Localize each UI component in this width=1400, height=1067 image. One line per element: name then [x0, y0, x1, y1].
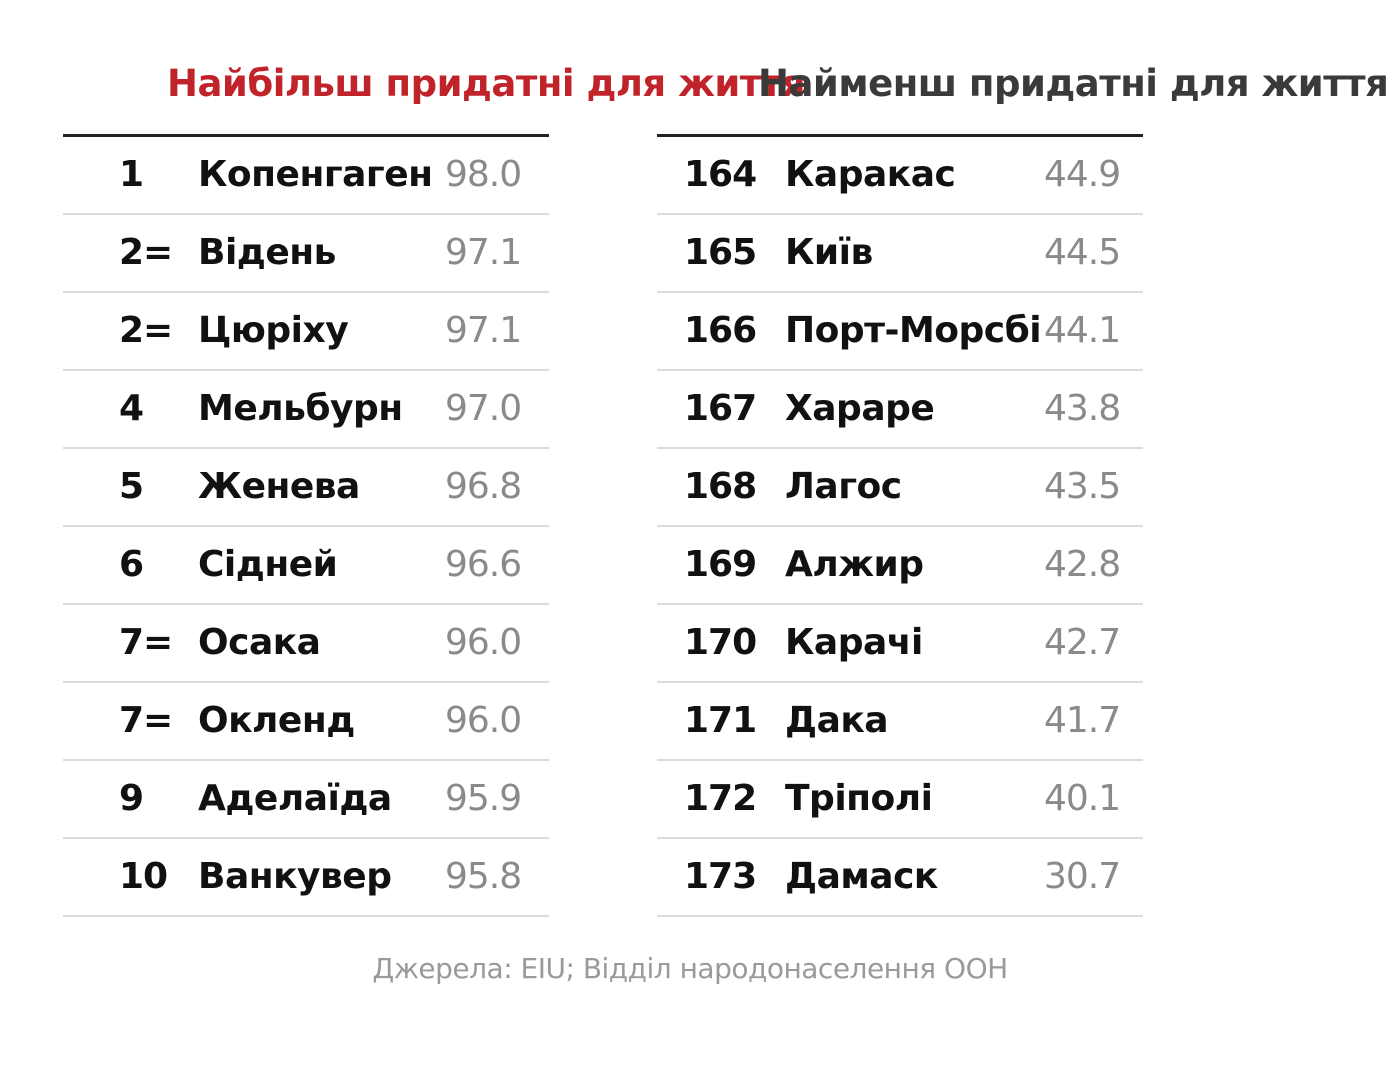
score-cell: 42.7: [1044, 622, 1121, 663]
score-cell: 44.9: [1044, 154, 1121, 195]
score-cell: 95.8: [445, 856, 522, 897]
rank-cell: 169: [684, 544, 757, 585]
score-cell: 30.7: [1044, 856, 1121, 897]
table-row: 173 Дамаск 30.7: [657, 839, 1143, 917]
rank-cell: 1: [119, 154, 144, 195]
rank-cell: 2=: [119, 310, 173, 351]
rank-cell: 164: [684, 154, 757, 195]
score-cell: 98.0: [445, 154, 522, 195]
table-row: 170 Карачі 42.7: [657, 605, 1143, 683]
worst-cities-table: 164 Каракас 44.9 165 Київ 44.5 166 Порт-…: [657, 134, 1143, 917]
score-cell: 44.1: [1044, 310, 1121, 351]
city-cell: Аделаїда: [198, 778, 392, 819]
table-row: 6 Сідней 96.6: [63, 527, 549, 605]
best-cities-heading: Найбільш придатні для життя: [167, 62, 805, 105]
city-cell: Окленд: [198, 700, 355, 741]
rank-cell: 167: [684, 388, 757, 429]
rank-cell: 2=: [119, 232, 173, 273]
score-cell: 42.8: [1044, 544, 1121, 585]
city-cell: Лагос: [785, 466, 902, 507]
rank-cell: 165: [684, 232, 757, 273]
city-cell: Копенгаген: [198, 154, 433, 195]
table-row: 171 Дака 41.7: [657, 683, 1143, 761]
source-note: Джерела: EIU; Відділ народонаселення ООН: [372, 952, 1008, 985]
city-cell: Відень: [198, 232, 336, 273]
table-row: 1 Копенгаген 98.0: [63, 137, 549, 215]
score-cell: 97.0: [445, 388, 522, 429]
city-cell: Алжир: [785, 544, 924, 585]
city-cell: Київ: [785, 232, 873, 273]
table-row: 165 Київ 44.5: [657, 215, 1143, 293]
score-cell: 97.1: [445, 310, 522, 351]
city-cell: Ванкувер: [198, 856, 392, 897]
rank-cell: 5: [119, 466, 144, 507]
rank-cell: 4: [119, 388, 144, 429]
rank-cell: 6: [119, 544, 144, 585]
rank-cell: 173: [684, 856, 757, 897]
city-cell: Мельбурн: [198, 388, 403, 429]
score-cell: 95.9: [445, 778, 522, 819]
city-cell: Карачі: [785, 622, 923, 663]
table-row: 169 Алжир 42.8: [657, 527, 1143, 605]
score-cell: 43.5: [1044, 466, 1121, 507]
score-cell: 96.0: [445, 700, 522, 741]
rank-cell: 168: [684, 466, 757, 507]
city-cell: Женева: [198, 466, 360, 507]
rank-cell: 9: [119, 778, 144, 819]
rank-cell: 7=: [119, 700, 173, 741]
table-row: 10 Ванкувер 95.8: [63, 839, 549, 917]
rank-cell: 170: [684, 622, 757, 663]
table-row: 168 Лагос 43.5: [657, 449, 1143, 527]
worst-cities-heading: Найменш придатні для життя: [758, 62, 1389, 105]
rank-cell: 172: [684, 778, 757, 819]
score-cell: 96.8: [445, 466, 522, 507]
score-cell: 97.1: [445, 232, 522, 273]
city-cell: Цюріху: [198, 310, 349, 351]
table-row: 166 Порт-Морсбі 44.1: [657, 293, 1143, 371]
city-cell: Порт-Морсбі: [785, 310, 1042, 351]
table-row: 7= Осака 96.0: [63, 605, 549, 683]
rank-cell: 171: [684, 700, 757, 741]
score-cell: 44.5: [1044, 232, 1121, 273]
city-cell: Дака: [785, 700, 889, 741]
score-cell: 40.1: [1044, 778, 1121, 819]
table-row: 172 Тріполі 40.1: [657, 761, 1143, 839]
table-row: 5 Женева 96.8: [63, 449, 549, 527]
table-row: 2= Відень 97.1: [63, 215, 549, 293]
table-row: 164 Каракас 44.9: [657, 137, 1143, 215]
table-row: 7= Окленд 96.0: [63, 683, 549, 761]
score-cell: 96.0: [445, 622, 522, 663]
best-cities-table: 1 Копенгаген 98.0 2= Відень 97.1 2= Цюрі…: [63, 134, 549, 917]
city-cell: Осака: [198, 622, 321, 663]
city-cell: Дамаск: [785, 856, 938, 897]
table-row: 9 Аделаїда 95.9: [63, 761, 549, 839]
rank-cell: 10: [119, 856, 168, 897]
rank-cell: 166: [684, 310, 757, 351]
table-row: 4 Мельбурн 97.0: [63, 371, 549, 449]
city-cell: Хараре: [785, 388, 935, 429]
city-cell: Тріполі: [785, 778, 933, 819]
rank-cell: 7=: [119, 622, 173, 663]
city-cell: Сідней: [198, 544, 338, 585]
score-cell: 43.8: [1044, 388, 1121, 429]
score-cell: 96.6: [445, 544, 522, 585]
city-cell: Каракас: [785, 154, 956, 195]
table-row: 167 Хараре 43.8: [657, 371, 1143, 449]
table-row: 2= Цюріху 97.1: [63, 293, 549, 371]
score-cell: 41.7: [1044, 700, 1121, 741]
